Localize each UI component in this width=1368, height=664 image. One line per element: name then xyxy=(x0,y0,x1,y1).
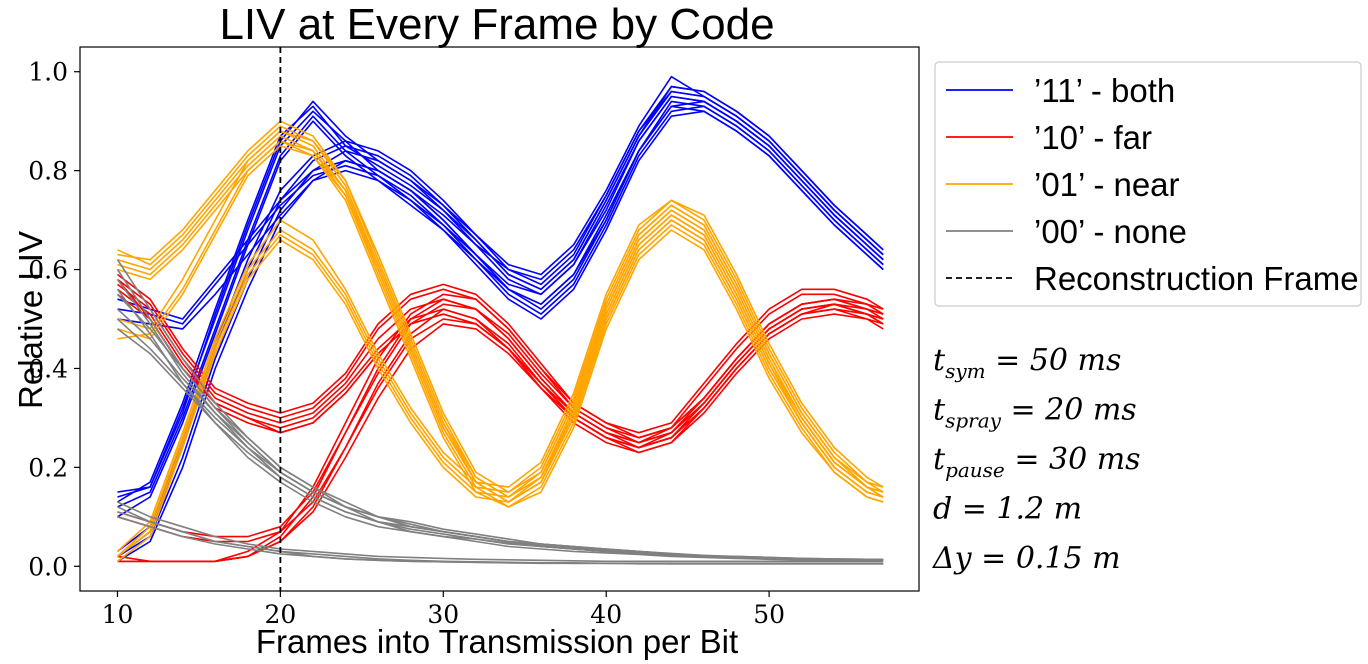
series-line-1-10 xyxy=(117,293,884,563)
x-axis-label: Frames into Transmission per Bit xyxy=(256,623,738,660)
x-tick-label: 10 xyxy=(102,600,134,629)
legend-label-0: ’11’ - both xyxy=(1034,72,1175,109)
parameter-annotation-1: tspray = 20 ms xyxy=(933,393,1137,433)
legend-box xyxy=(934,61,1362,307)
y-tick-label: 0.2 xyxy=(28,453,68,482)
parameter-annotations: tsym = 50 ms tspray = 20 ms tpause = 30 ms… xyxy=(932,343,1141,576)
series-line-0-10 xyxy=(117,105,884,562)
series-line-1-11 xyxy=(117,313,884,563)
plot-frame xyxy=(79,46,920,592)
legend-label-4: Reconstruction Frame xyxy=(1034,260,1359,297)
parameter-annotation-3: d = 1.2 m xyxy=(933,492,1082,527)
plot-lines xyxy=(116,47,884,591)
parameter-annotation-0: tsym = 50 ms xyxy=(933,343,1121,383)
legend: ’11’ - both ’10’ - far ’01’ - near ’00’ - n… xyxy=(934,61,1362,307)
chart-title: LIV at Every Frame by Code xyxy=(219,0,774,49)
series-line-2-10 xyxy=(117,209,884,562)
series-line-3-7 xyxy=(117,328,884,562)
series-line-2-9 xyxy=(117,204,884,558)
y-axis: 0.0 0.2 0.4 0.6 0.8 1.0 xyxy=(28,58,80,581)
series-line-1-5 xyxy=(117,273,884,434)
series-line-0-11 xyxy=(117,85,884,553)
y-tick-label: 0.4 xyxy=(28,354,68,383)
parameter-annotation-2: tpause = 30 ms xyxy=(933,442,1141,482)
x-tick-label: 50 xyxy=(753,600,785,629)
series-line-0-6 xyxy=(117,105,884,325)
series-line-3-10 xyxy=(117,516,884,565)
series-line-3-11 xyxy=(117,501,884,563)
y-tick-label: 0.6 xyxy=(28,256,68,285)
x-tick-label: 40 xyxy=(590,600,622,629)
x-tick-label: 30 xyxy=(427,600,459,629)
legend-label-3: ’00’ - none xyxy=(1034,213,1187,250)
y-tick-label: 1.0 xyxy=(28,58,68,87)
series-line-2-11 xyxy=(116,199,884,552)
x-axis: 10 20 30 40 50 xyxy=(102,591,785,629)
y-axis-label: Relative LIV xyxy=(12,231,49,409)
series-line-2-8 xyxy=(116,199,884,557)
y-tick-label: 0.8 xyxy=(28,157,68,186)
legend-label-1: ’10’ - far xyxy=(1034,119,1152,156)
parameter-annotation-4: Δy = 0.15 m xyxy=(932,541,1121,576)
x-tick-label: 20 xyxy=(264,600,296,629)
legend-label-2: ’01’ - near xyxy=(1034,166,1180,203)
y-tick-label: 0.0 xyxy=(28,552,68,581)
